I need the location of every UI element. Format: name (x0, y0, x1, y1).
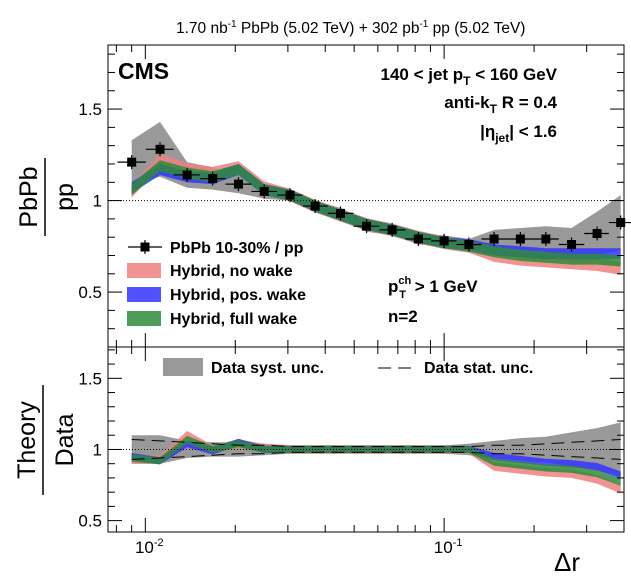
legend-entry-data: PbPb 10-30% / pp (128, 240, 304, 257)
top-data-points (117, 142, 631, 252)
legend-label-pos-wake: Hybrid, pos. wake (170, 287, 306, 304)
bottom-x-axis: 10-2 10-1 (115, 347, 625, 557)
bottom-y-axis: 0.5 1 1.5 (78, 349, 624, 531)
data-point (362, 221, 372, 231)
n-label: n=2 (388, 307, 418, 326)
data-point (182, 170, 192, 180)
top-y-axis: 0.5 1 1.5 (78, 53, 624, 348)
bottom-x-tick-label: 10-2 (135, 537, 164, 557)
bottom-y-tick-label: 1 (93, 440, 102, 459)
top-y-tick-label: 1 (93, 192, 102, 211)
data-point (464, 240, 474, 250)
top-y-tick-label: 1.5 (78, 100, 102, 119)
lumi-header: 1.70 nb-1 PbPb (5.02 TeV) + 302 pb-1 pp … (176, 19, 525, 37)
legend-entry-full-wake: Hybrid, full wake (127, 311, 297, 328)
data-point (285, 190, 295, 200)
stat-unc-hi (131, 439, 621, 448)
svg-text:Theory: Theory (13, 401, 41, 479)
data-point (567, 240, 577, 250)
data-point (233, 179, 243, 189)
legend-label-full-wake: Hybrid, full wake (170, 311, 297, 328)
bottom-y-tick-label: 1.5 (78, 369, 102, 388)
data-point (439, 236, 449, 246)
legend-entry-no-wake: Hybrid, no wake (127, 263, 293, 280)
band-full-wake (131, 160, 621, 267)
legend-label-data: PbPb 10-30% / pp (170, 240, 304, 257)
data-point (616, 218, 626, 228)
data-point (310, 201, 320, 211)
top-x-ticks (115, 45, 625, 347)
top-legend: PbPb 10-30% / pp Hybrid, no wake Hybrid,… (127, 240, 306, 328)
data-point (155, 144, 165, 154)
legend-label-syst: Data syst. unc. (211, 360, 324, 377)
bottom-bands (131, 422, 621, 494)
data-point (259, 186, 269, 196)
eta-selection: |ηjet| < 1.6 (480, 122, 557, 145)
data-point (127, 157, 137, 167)
data-point (515, 234, 525, 244)
bottom-x-tick-label: 10-1 (434, 537, 463, 557)
bottom-frame (107, 346, 625, 533)
legend-label-stat: Data stat. unc. (424, 360, 533, 377)
ratio-band-full-wake (131, 435, 621, 486)
legend-swatch-syst (163, 358, 203, 376)
bottom-y-tick-label: 0.5 (78, 512, 102, 531)
track-pt-label: pch T > 1 GeV (388, 275, 478, 301)
data-point (541, 234, 551, 244)
data-point (592, 229, 602, 239)
x-axis-label: Δr (554, 547, 580, 577)
svg-text:PbPb: PbPb (15, 166, 43, 227)
data-point (208, 174, 218, 184)
data-point (413, 234, 423, 244)
legend-label-no-wake: Hybrid, no wake (170, 263, 293, 280)
jet-pt-range: 140 < jet pT < 160 GeV (380, 65, 557, 88)
top-y-label: PbPb pp (15, 158, 79, 236)
data-point (335, 208, 345, 218)
stat-unc-lo (131, 451, 621, 460)
bottom-legend: Data syst. unc. Data stat. unc. (163, 358, 533, 377)
cms-label: CMS (118, 58, 169, 84)
jet-algorithm: anti-kT R = 0.4 (444, 93, 557, 116)
bottom-y-label: Theory Data (13, 385, 79, 495)
svg-text:Data: Data (51, 414, 79, 467)
data-point (489, 234, 499, 244)
top-y-tick-label: 0.5 (78, 283, 102, 302)
data-point (387, 225, 397, 235)
svg-text:pp: pp (51, 183, 79, 211)
legend-entry-pos-wake: Hybrid, pos. wake (127, 287, 306, 304)
